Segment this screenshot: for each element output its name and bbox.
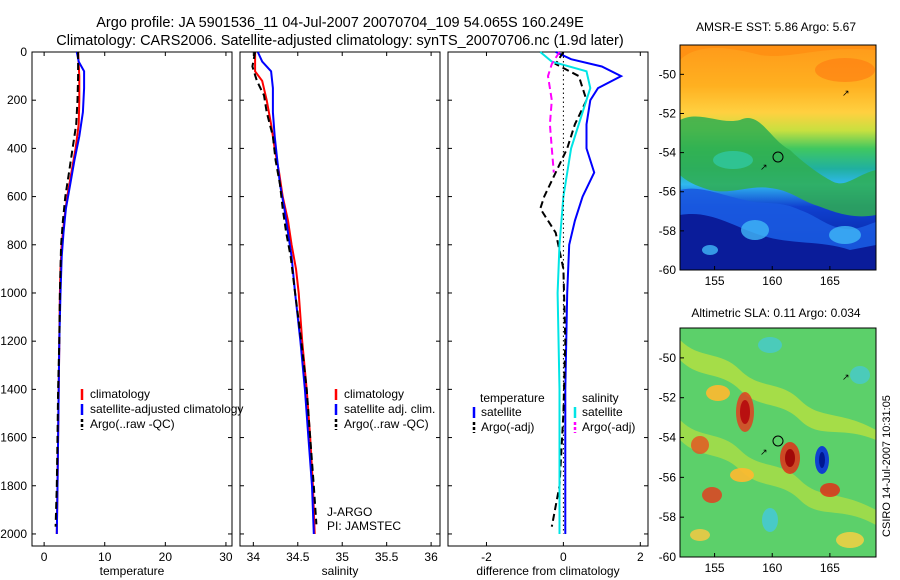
difference-xlabel: difference from climatology: [476, 564, 619, 578]
salinity-legend-label: climatology: [344, 387, 404, 401]
temperature-xtick-label: 20: [159, 550, 173, 564]
depth-tick-label: 2000: [0, 527, 27, 541]
sst-map-title: AMSR-E SST: 5.86 Argo: 5.67: [696, 20, 856, 34]
salinity-series-satellite-adj-clim: [256, 51, 315, 535]
sst-map-panel: ↗ ↗ AMSR-E SST: 5.86 Argo: 5.67 155 160 16…: [659, 20, 877, 288]
salinity-legend-label: Argo(..raw -QC): [344, 417, 429, 431]
salinity-panel: 34 34.5 35 35.5 36 salinity climatologysatelli…: [239, 51, 441, 578]
sst-map-xtick-label: 160: [762, 274, 782, 288]
depth-tick-label: 1000: [0, 286, 27, 300]
difference-legend-temperature-title: temperature: [480, 391, 545, 405]
depth-tick-label: 400: [7, 141, 27, 155]
temperature-xtick-label: 0: [41, 550, 48, 564]
temperature-xtick-label: 10: [98, 550, 112, 564]
salinity-series-climatology: [254, 52, 316, 535]
difference-series-temperature-argo-adj: [539, 51, 588, 527]
difference-legend-label: Argo(-adj): [582, 420, 635, 434]
difference-series-salinity-argo-adj: [546, 51, 561, 173]
sla-map-panel: ↗ ↗ Altimetric SLA: 0.11 Argo: 0.034 155…: [659, 306, 877, 575]
temperature-legend-label: climatology: [90, 387, 150, 401]
depth-tick-label: 800: [7, 238, 27, 252]
data-center-label: J-ARGO: [327, 505, 372, 519]
depth-tick-label: 1200: [0, 334, 27, 348]
sla-map-ytick-label: -54: [659, 431, 677, 445]
salinity-legend-label: satellite adj. clim.: [344, 402, 435, 416]
sla-map-ytick-label: -58: [659, 510, 677, 524]
sst-map-ytick-label: -50: [659, 67, 677, 81]
salinity-series-argo-raw-qc: [251, 51, 318, 525]
sst-map-axes: 155 160 165 -50 -52 -54 -56 -58 -60: [659, 67, 841, 288]
temperature-legend-label: satellite-adjusted climatology: [90, 402, 243, 416]
sla-float-track-1: ↗: [760, 447, 768, 457]
difference-axes-box: [447, 51, 649, 547]
sla-map-xtick-label: 165: [820, 561, 840, 575]
depth-tick-label: 0: [20, 45, 27, 59]
temperature-axes-box: [31, 51, 233, 547]
sla-map-ytick-label: -60: [659, 550, 677, 564]
salinity-xtick-label: 36: [424, 550, 438, 564]
sst-float-track-1: ↗: [760, 162, 768, 172]
sst-map-field: [680, 45, 876, 270]
sla-float-track-2: ↗: [842, 372, 850, 382]
sst-profile-marker: [772, 151, 784, 163]
sla-map-xtick-label: 155: [705, 561, 725, 575]
figure-title-line-2: Climatology: CARS2006. Satellite-adjuste…: [56, 33, 623, 49]
difference-xtick-label: 0: [560, 550, 567, 564]
sst-map-ytick-label: -52: [659, 106, 677, 120]
temperature-xtick-label: 30: [219, 550, 233, 564]
difference-legend-label: satellite: [481, 405, 522, 419]
sla-map-title: Altimetric SLA: 0.11 Argo: 0.034: [691, 306, 861, 320]
salinity-xtick-label: 34: [247, 550, 261, 564]
salinity-xlabel: salinity: [322, 564, 359, 578]
depth-tick-label: 200: [7, 93, 27, 107]
sst-map-ytick-label: -54: [659, 146, 677, 160]
difference-panel: -2 0 2 difference from climatology temperatu…: [447, 51, 649, 578]
sst-map-xtick-label: 155: [705, 274, 725, 288]
sst-map-ytick-label: -60: [659, 263, 677, 277]
sla-map-ytick-label: -50: [659, 351, 677, 365]
difference-legend-label: satellite: [582, 405, 623, 419]
temperature-xlabel: temperature: [100, 564, 165, 578]
difference-legend-label: Argo(-adj): [481, 420, 534, 434]
difference-xtick-label: -2: [481, 550, 492, 564]
sst-map-ytick-label: -58: [659, 224, 677, 238]
sla-map-ytick-label: -56: [659, 470, 677, 484]
difference-series-salinity-satellite: [539, 51, 592, 534]
depth-tick-label: 1800: [0, 479, 27, 493]
sla-map-ytick-label: -52: [659, 391, 677, 405]
sla-map-field: [680, 328, 876, 557]
temperature-series-argo-raw-qc: [54, 52, 80, 527]
figure-title-line-1: Argo profile: JA 5901536_11 04-Jul-2007 …: [96, 15, 584, 31]
salinity-xtick-label: 34.5: [286, 550, 310, 564]
sst-map-ytick-label: -56: [659, 185, 677, 199]
depth-tick-label: 1400: [0, 382, 27, 396]
salinity-xtick-label: 35.5: [375, 550, 399, 564]
depth-tick-label: 1600: [0, 431, 27, 445]
credit-label: CSIRO 14-Jul-2007 10:31:05: [881, 395, 893, 537]
salinity-xtick-label: 35: [336, 550, 350, 564]
temperature-panel: 0 10 20 30 temperature 0 200 400 600 800 1000 1200 1…: [0, 45, 243, 578]
sst-float-track-2: ↗: [842, 88, 850, 98]
sla-map-xtick-label: 160: [762, 561, 782, 575]
difference-legend-salinity-title: salinity: [582, 391, 619, 405]
pi-label: PI: JAMSTEC: [327, 519, 401, 533]
sst-map-xtick-label: 165: [820, 274, 840, 288]
difference-series-temperature-satellite: [555, 51, 624, 534]
difference-xtick-label: 2: [637, 550, 644, 564]
temperature-legend-label: Argo(..raw -QC): [90, 417, 175, 431]
salinity-axes-box: [239, 51, 441, 547]
sla-map-axes: 155 160 165 -50 -52 -54 -56 -58 -60: [659, 351, 841, 575]
sla-profile-marker: [772, 435, 784, 447]
depth-tick-label: 600: [7, 190, 27, 204]
